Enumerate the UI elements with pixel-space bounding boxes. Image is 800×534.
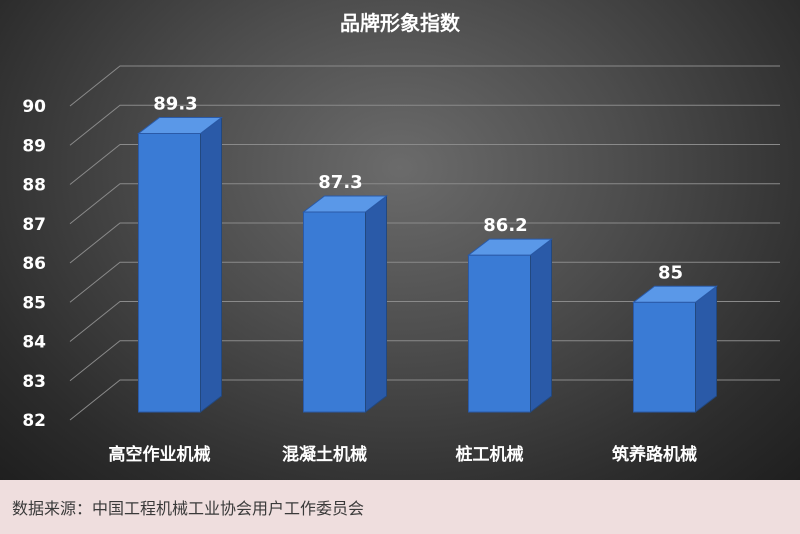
bar-top bbox=[467, 238, 553, 256]
bar bbox=[302, 194, 388, 414]
bar-side bbox=[695, 285, 717, 414]
y-tick-label: 88 bbox=[22, 176, 46, 196]
gridline bbox=[69, 183, 780, 225]
category-labels: 高空作业机械 混凝土机械 桩工机械 筑养路机械 bbox=[109, 444, 698, 465]
gridline bbox=[69, 104, 780, 146]
bar-top bbox=[137, 116, 223, 134]
gridline bbox=[69, 65, 780, 107]
y-tick-label: 83 bbox=[22, 372, 46, 392]
bar-top bbox=[302, 195, 388, 213]
gridline bbox=[69, 144, 780, 185]
chart-title: 品牌形象指数 bbox=[340, 11, 461, 35]
source-footer: 数据来源：中国工程机械工业协会用户工作委员会 bbox=[0, 480, 800, 534]
bar-front bbox=[633, 301, 696, 413]
y-tick-label: 90 bbox=[22, 97, 46, 117]
gridline bbox=[69, 301, 780, 342]
bar-chart: 品牌形象指数 82 83 84 85 86 87 88 89 90 89.3 87.3 86.2 85… bbox=[22, 11, 780, 465]
bar-front bbox=[468, 254, 531, 413]
y-tick-label: 87 bbox=[22, 215, 46, 235]
y-tick-label: 85 bbox=[22, 293, 46, 313]
category-label: 筑养路机械 bbox=[612, 444, 697, 465]
bar-side bbox=[530, 238, 552, 414]
category-label: 桩工机械 bbox=[456, 444, 524, 465]
gridlines bbox=[69, 65, 780, 421]
bar bbox=[632, 285, 718, 414]
bar-side bbox=[200, 116, 222, 414]
value-label: 86.2 bbox=[483, 215, 527, 236]
bar-front bbox=[303, 211, 366, 413]
bars bbox=[137, 116, 718, 414]
bar-top bbox=[632, 285, 718, 303]
y-tick-label: 89 bbox=[22, 136, 46, 156]
bar-front bbox=[138, 132, 201, 413]
gridline bbox=[69, 340, 780, 382]
y-tick-label: 82 bbox=[22, 411, 46, 431]
gridline bbox=[69, 379, 780, 421]
bar-side bbox=[365, 194, 387, 414]
y-tick-label: 86 bbox=[22, 254, 46, 274]
bar bbox=[467, 238, 553, 414]
gridline bbox=[69, 261, 780, 303]
bar bbox=[137, 116, 223, 414]
category-label: 高空作业机械 bbox=[109, 444, 211, 465]
value-label: 89.3 bbox=[153, 93, 197, 114]
value-label: 85 bbox=[658, 262, 683, 283]
gridline bbox=[69, 222, 780, 264]
y-axis-ticks: 82 83 84 85 86 87 88 89 90 bbox=[22, 97, 46, 431]
value-labels: 89.3 87.3 86.2 85 bbox=[153, 93, 683, 283]
source-text: 数据来源：中国工程机械工业协会用户工作委员会 bbox=[12, 499, 365, 518]
category-label: 混凝土机械 bbox=[282, 444, 367, 465]
y-tick-label: 84 bbox=[22, 333, 46, 353]
value-label: 87.3 bbox=[318, 172, 362, 193]
chart-area: 品牌形象指数 82 83 84 85 86 87 88 89 90 89.3 87.3 86.2 85… bbox=[0, 0, 800, 480]
